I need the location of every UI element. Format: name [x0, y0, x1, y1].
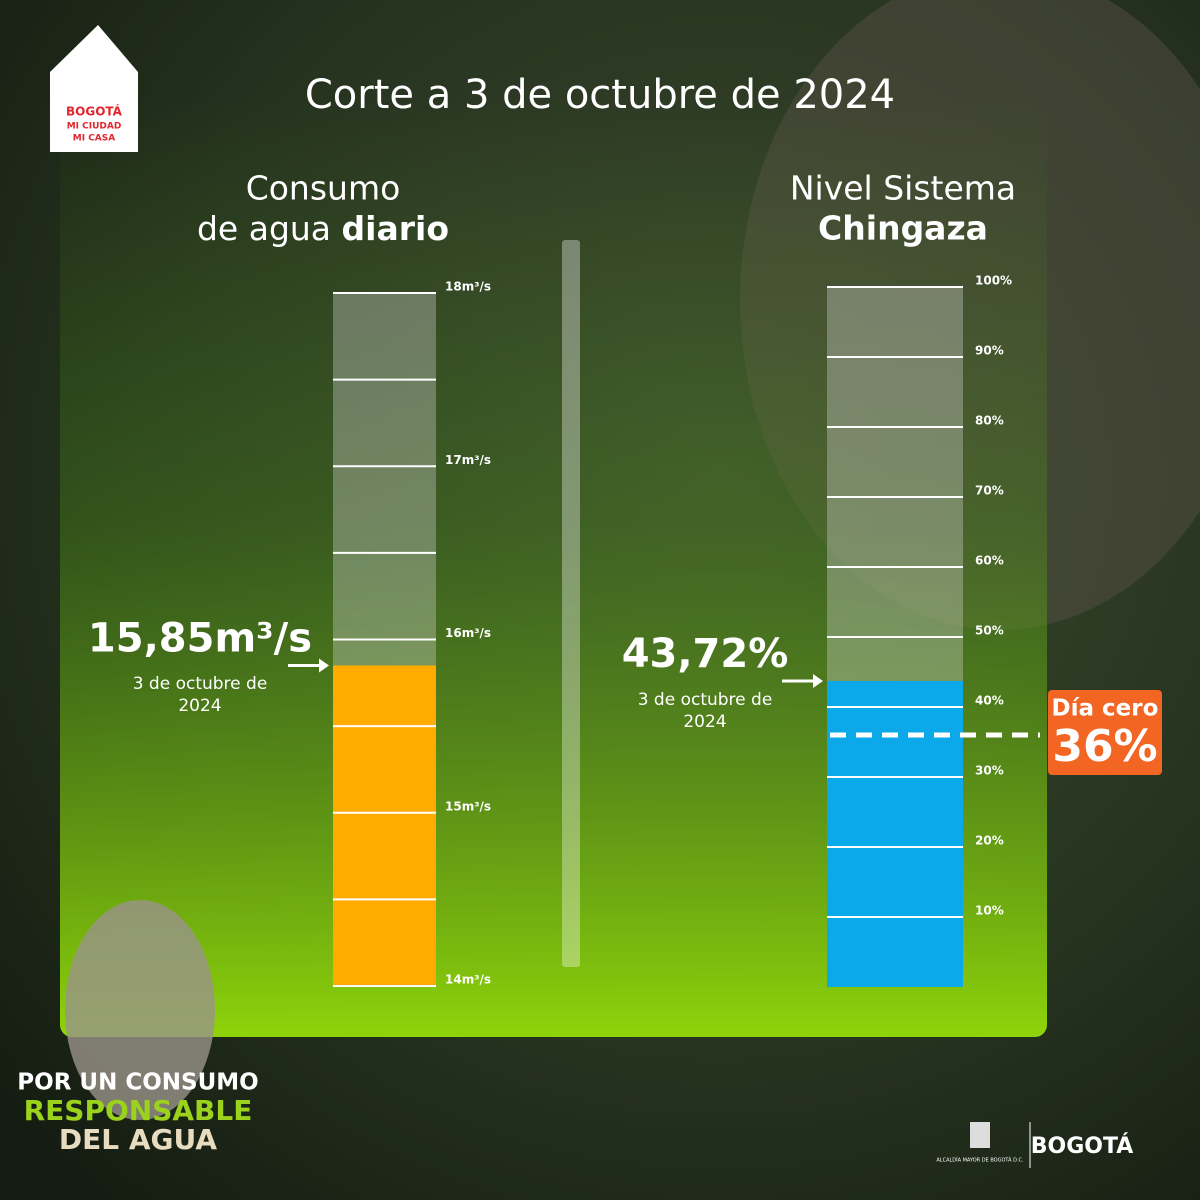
- fox-illustration: [65, 900, 215, 1120]
- y-tick-label: 80%: [975, 414, 1004, 428]
- category-label: 3 de octubre de 2024: [637, 689, 773, 732]
- y-tick-label: 18m³/s: [445, 280, 491, 294]
- chart-title: Nivel Sistema: [790, 169, 1016, 208]
- y-tick-label: 17m³/s: [445, 453, 491, 467]
- bar: [333, 665, 436, 986]
- chart-title-emphasis: Chingaza: [818, 209, 988, 248]
- y-tick-label: 16m³/s: [445, 626, 491, 640]
- value-label: 43,72%: [622, 631, 789, 677]
- logo-text: BOGOTÁ: [66, 104, 123, 119]
- logo-text: MI CIUDAD: [67, 122, 122, 132]
- seal-text: ALCALDÍA MAYOR DE BOGOTÁ D.C.: [936, 1157, 1024, 1164]
- value-label: 15,85m³/s: [88, 615, 312, 661]
- y-tick-label: 14m³/s: [445, 973, 491, 987]
- logo-text: MI CASA: [73, 134, 115, 144]
- y-tick-label: 40%: [975, 694, 1004, 708]
- y-tick-label: 30%: [975, 764, 1004, 778]
- y-tick-label: 20%: [975, 834, 1004, 848]
- y-tick-label: 15m³/s: [445, 799, 491, 813]
- arrow-head: [319, 658, 329, 673]
- slogan: POR UN CONSUMO: [17, 1070, 258, 1096]
- divider: [562, 240, 580, 967]
- slogan: RESPONSABLE: [24, 1094, 253, 1127]
- gauge-empty: [333, 293, 436, 666]
- gauge-empty: [827, 287, 963, 681]
- brand: BOGOTÁ: [1031, 1133, 1134, 1159]
- threshold-label: Día cero: [1052, 696, 1159, 722]
- threshold-value-label: 36%: [1052, 721, 1157, 772]
- arrow-head: [813, 673, 823, 688]
- y-tick-label: 100%: [975, 274, 1012, 288]
- logo-house: [50, 25, 138, 152]
- y-tick-label: 70%: [975, 484, 1004, 498]
- y-tick-label: 90%: [975, 344, 1004, 358]
- panel: [60, 100, 1047, 1037]
- seal-icon: [970, 1122, 990, 1148]
- page-title: Corte a 3 de octubre de 2024: [305, 72, 895, 118]
- slogan: DEL AGUA: [59, 1123, 217, 1156]
- chart-title: Consumo: [246, 169, 401, 208]
- chart-title: de agua diario: [197, 209, 449, 248]
- category-label: 3 de octubre de 2024: [132, 674, 268, 717]
- y-tick-label: 50%: [975, 624, 1004, 638]
- threshold-badge: [1048, 690, 1162, 775]
- chart-title: de agua: [197, 209, 331, 248]
- chart-title-emphasis: diario: [342, 209, 449, 248]
- y-tick-label: 10%: [975, 904, 1004, 918]
- bar: [827, 680, 963, 987]
- y-tick-label: 60%: [975, 554, 1004, 568]
